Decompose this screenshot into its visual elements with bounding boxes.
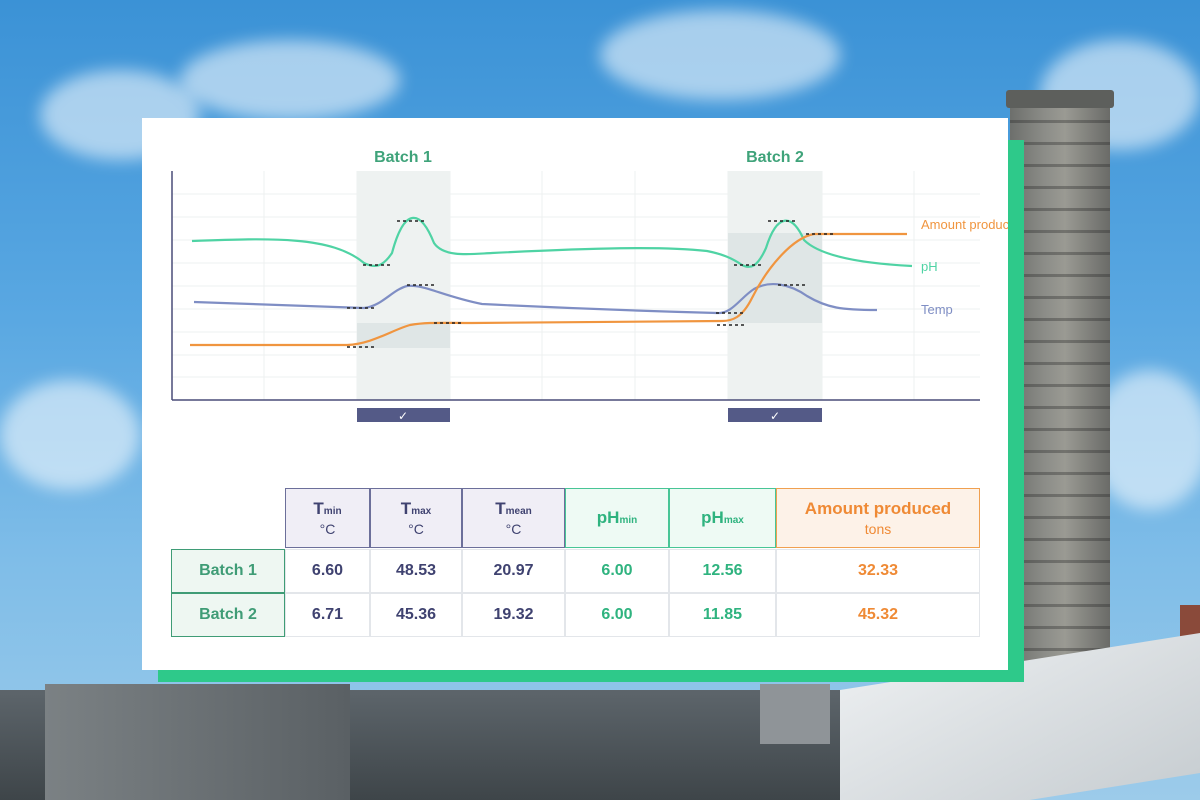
chimney-band <box>1010 230 1110 233</box>
table-cell: 6.71 <box>285 593 370 637</box>
cloud <box>180 40 400 120</box>
batch-2-check-bar <box>728 408 822 422</box>
header-label: Amount produced <box>804 499 952 518</box>
header-unit: tons <box>864 521 892 537</box>
header-label: pH <box>701 508 724 527</box>
amount-legend-label: Amount produced <box>921 217 1008 232</box>
row-label: Batch 1 <box>171 549 285 593</box>
table-cell: 12.56 <box>669 549 776 593</box>
chimney-band <box>1010 450 1110 453</box>
chimney-band <box>1010 648 1110 651</box>
chimney-band <box>1010 538 1110 541</box>
header-label: T <box>313 499 324 518</box>
chimney-band <box>1010 362 1110 365</box>
column-header: pHmax <box>669 488 776 548</box>
column-header: pHmin <box>565 488 669 548</box>
table-cell: 45.32 <box>776 593 980 637</box>
column-header: Tmean °C <box>462 488 565 548</box>
batch-1-check-bar <box>357 408 450 422</box>
table-cell: 11.85 <box>669 593 776 637</box>
chimney-band <box>1010 582 1110 585</box>
header-unit: °C <box>408 521 424 537</box>
chimney-band <box>1010 406 1110 409</box>
header-unit: °C <box>319 521 336 537</box>
chimney-band <box>1010 626 1110 629</box>
chimney <box>1010 96 1110 716</box>
chimney-band <box>1010 494 1110 497</box>
header-label: pH <box>596 508 620 527</box>
header-unit: °C <box>505 521 522 537</box>
column-header: Tmin °C <box>285 488 370 548</box>
header-label: T <box>495 499 506 518</box>
table-cell: 6.00 <box>565 549 669 593</box>
header-subscript: max <box>411 506 432 517</box>
header-subscript: mean <box>505 506 532 517</box>
table-cell: 19.32 <box>462 593 565 637</box>
batch-2-inner <box>728 233 822 323</box>
factory-shed <box>45 684 350 800</box>
chimney-band <box>1010 318 1110 321</box>
batch-1-window <box>357 171 450 400</box>
table-cell: 48.53 <box>370 549 462 593</box>
chimney-top <box>1006 90 1114 108</box>
chimney-band <box>1010 142 1110 145</box>
chimney-band <box>1010 340 1110 343</box>
chimney-band <box>1010 164 1110 167</box>
dashboard-card: Batch 1 Batch 2 Amount produced pH Temp … <box>142 118 1008 670</box>
chimney-band <box>1010 384 1110 387</box>
cloud <box>0 380 140 490</box>
chimney-band <box>1010 208 1110 211</box>
factory-tower <box>760 684 830 744</box>
process-chart: Batch 1 Batch 2 Amount produced pH Temp … <box>171 149 1008 423</box>
table-cell: 6.60 <box>285 549 370 593</box>
chimney-band <box>1010 472 1110 475</box>
header-label: T <box>400 499 412 518</box>
header-subscript: min <box>323 506 342 517</box>
temp-legend-label: Temp <box>921 302 953 317</box>
table-cell: 32.33 <box>776 549 980 593</box>
chimney-band <box>1010 186 1110 189</box>
chimney-band <box>1010 604 1110 607</box>
row-label: Batch 2 <box>171 593 285 637</box>
table-cell: 6.00 <box>565 593 669 637</box>
table-cell: 20.97 <box>462 549 565 593</box>
chimney-band <box>1010 560 1110 563</box>
ph-legend-label: pH <box>921 259 938 274</box>
chimney-band <box>1010 252 1110 255</box>
column-header: Amount produced tons <box>776 488 980 548</box>
chimney-band <box>1010 428 1110 431</box>
cloud <box>600 10 840 100</box>
chimney-band <box>1010 274 1110 277</box>
amount-line <box>190 232 907 347</box>
header-subscript: min <box>619 515 638 526</box>
column-header: Tmax °C <box>370 488 462 548</box>
chimney-band <box>1010 516 1110 519</box>
check-icon: ✓ <box>398 409 408 423</box>
chimney-band <box>1010 120 1110 123</box>
chimney-band <box>1010 296 1110 299</box>
check-icon: ✓ <box>770 409 780 423</box>
batch-1-label: Batch 1 <box>374 149 432 166</box>
temp-line <box>193 282 878 315</box>
header-subscript: max <box>723 515 744 526</box>
table-cell: 45.36 <box>370 593 462 637</box>
batch-2-label: Batch 2 <box>746 149 804 166</box>
